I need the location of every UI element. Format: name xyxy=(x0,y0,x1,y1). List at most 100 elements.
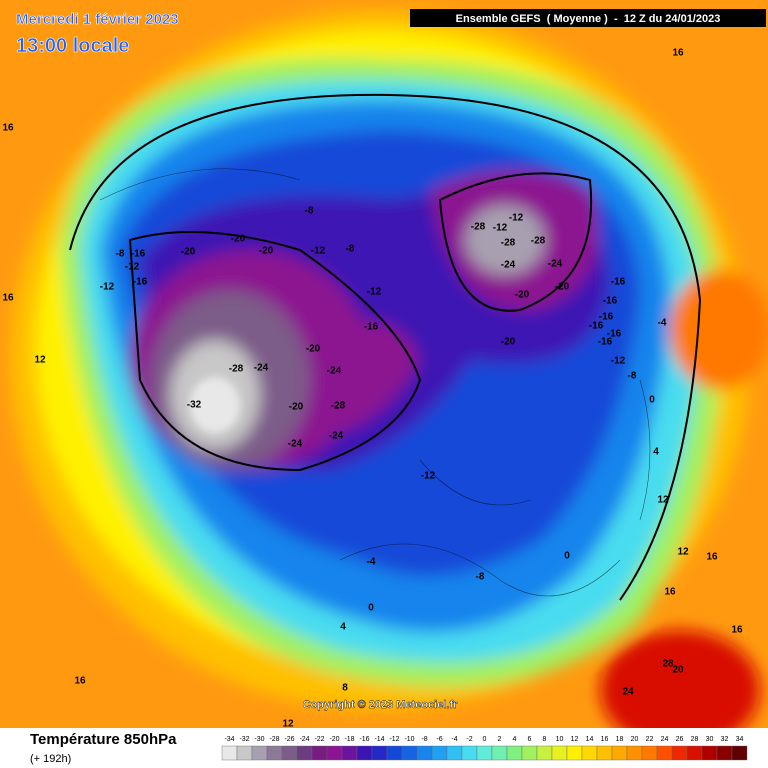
scale-swatch xyxy=(506,745,523,761)
contour-label: -24 xyxy=(327,366,342,377)
scale-swatch xyxy=(731,745,748,761)
scale-label: -6 xyxy=(436,736,442,743)
scale-swatch xyxy=(251,745,268,761)
scale-swatch xyxy=(476,745,493,761)
scale-label: 16 xyxy=(601,736,609,743)
scale-label: -4 xyxy=(451,736,457,743)
model-run: Ensemble GEFS ( Moyenne ) - 12 Z du 24/0… xyxy=(456,13,721,25)
date: Mercredi 1 février 2023 xyxy=(16,11,179,28)
contour-label: -8 xyxy=(305,206,314,217)
contour-label: -16 xyxy=(603,296,618,307)
contour-label: -4 xyxy=(367,557,376,568)
scale-swatch xyxy=(626,745,643,761)
scale-swatch xyxy=(221,745,238,761)
contour-label: 12 xyxy=(282,719,294,730)
scale-label: -2 xyxy=(466,736,472,743)
scale-swatch xyxy=(656,745,673,761)
contour-label: 0 xyxy=(564,551,570,562)
contour-label: -16 xyxy=(599,312,614,323)
contour-label: 24 xyxy=(622,687,634,698)
scale-label: 26 xyxy=(676,736,684,743)
contour-label: 12 xyxy=(34,355,46,366)
contour-label: -24 xyxy=(501,260,516,271)
color-scale: -34 -32 -30 -28 -26 -24 -22 -20 -18 -16 -14 -12 -10-… xyxy=(221,736,748,761)
contour-label: 4 xyxy=(340,622,346,633)
scale-swatch xyxy=(491,745,508,761)
contour-label: -4 xyxy=(658,318,667,329)
contour-label: -24 xyxy=(548,259,563,270)
scale-label: -10 xyxy=(404,736,414,743)
scale-label: 4 xyxy=(513,736,517,743)
scale-label: -22 xyxy=(314,736,324,743)
scale-swatch xyxy=(401,745,418,761)
scale-swatch xyxy=(581,745,598,761)
contour-label: -12 xyxy=(125,262,140,273)
contour-label: -16 xyxy=(131,249,146,260)
contour-label: -28 xyxy=(229,364,244,375)
copyright: Copyright © 2023 Meteociel.fr xyxy=(303,699,459,711)
scale-swatch xyxy=(596,745,613,761)
contour-label: -8 xyxy=(476,572,485,583)
scale-swatch xyxy=(461,745,478,761)
contour-label: 0 xyxy=(368,603,374,614)
contour-label: 16 xyxy=(2,123,14,134)
scale-label: 32 xyxy=(721,736,729,743)
contour-label: -20 xyxy=(515,290,530,301)
contour-label: -12 xyxy=(100,282,115,293)
contour-label: 16 xyxy=(731,625,743,636)
contour-label: -8 xyxy=(628,371,637,382)
contour-label: 8 xyxy=(342,683,348,694)
scale-label: -32 xyxy=(239,736,249,743)
contour-label: -8 xyxy=(116,249,125,260)
contour-label: -16 xyxy=(133,277,148,288)
contour-label: -28 xyxy=(531,236,546,247)
contour-label: 0 xyxy=(649,395,655,406)
scale-swatch xyxy=(296,745,313,761)
contour-label: -28 xyxy=(501,238,516,249)
contour-label: -8 xyxy=(346,244,355,255)
scale-swatch xyxy=(371,745,388,761)
scale-swatch xyxy=(566,745,583,761)
contour-label: -16 xyxy=(598,337,613,348)
contour-labels: -8 -16-12-12 -16-20-20-20-8-12 -8-12-16-20-… xyxy=(2,48,743,730)
contour-label: 4 xyxy=(653,447,659,458)
scale-label: 14 xyxy=(586,736,594,743)
contour-label: 16 xyxy=(672,48,684,59)
scale-label: -28 xyxy=(269,736,279,743)
scale-label: 6 xyxy=(528,736,532,743)
contour-label: -12 xyxy=(311,246,326,257)
contour-label: 20 xyxy=(672,665,684,676)
contour-label: -24 xyxy=(288,439,303,450)
contour-label: 12 xyxy=(677,547,689,558)
scale-label: -8 xyxy=(421,736,427,743)
scale-label: 28 xyxy=(691,736,699,743)
contour-label: -32 xyxy=(187,400,202,411)
local-time: 13:00 locale xyxy=(16,35,129,57)
scale-label: 24 xyxy=(661,736,669,743)
scale-label: -14 xyxy=(374,736,384,743)
scale-swatch xyxy=(281,745,298,761)
scale-swatch xyxy=(266,745,283,761)
contour-label: -20 xyxy=(289,402,304,413)
contour-label: -20 xyxy=(501,337,516,348)
contour-label: -16 xyxy=(364,322,379,333)
scale-swatch xyxy=(671,745,688,761)
contour-label: -20 xyxy=(259,246,274,257)
contour-label: -20 xyxy=(306,344,321,355)
scale-swatch xyxy=(701,745,718,761)
contour-label: -16 xyxy=(611,277,626,288)
scale-label: 30 xyxy=(706,736,714,743)
scale-swatch xyxy=(521,745,538,761)
scale-swatch xyxy=(446,745,463,761)
contour-label: 16 xyxy=(2,293,14,304)
contour-label: 16 xyxy=(706,552,718,563)
contour-label: -12 xyxy=(367,287,382,298)
scale-label: -34 xyxy=(224,736,234,743)
scale-swatch xyxy=(356,745,373,761)
scale-label: -20 xyxy=(329,736,339,743)
contour-label: -28 xyxy=(471,222,486,233)
contour-label: -12 xyxy=(509,213,524,224)
scale-label: 10 xyxy=(556,736,564,743)
